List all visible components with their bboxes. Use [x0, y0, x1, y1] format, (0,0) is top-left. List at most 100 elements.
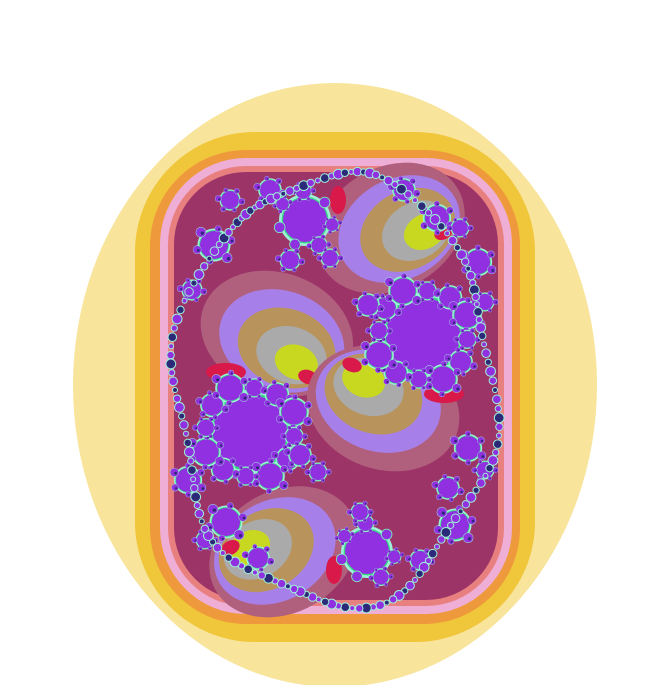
fringe-dust — [353, 167, 362, 176]
bulb-rim-23-leaf — [321, 478, 325, 483]
bulb-lower-left-major-sub-leaf — [199, 417, 203, 421]
bulb-rim-23-leaf-dot — [313, 463, 315, 465]
bulb-rim-15-leaf — [447, 538, 454, 545]
bulb-lower-left-major-sub-leaf — [271, 451, 279, 459]
bulb-rim-9-leaf — [170, 468, 179, 477]
bulb-upper-right-major-sub-leaf — [411, 385, 416, 391]
bulb-upper-right-major-sub-leaf-dot — [365, 345, 369, 349]
fringe-dust — [273, 193, 281, 200]
bulb-rim-18-leaf-dot — [283, 268, 285, 271]
fringe-dust — [179, 413, 185, 419]
bulb-rim-4-leaf — [413, 189, 421, 197]
bulb-rim-21-leaf — [305, 443, 312, 449]
bulb-top-left-sub-leaf-dot — [337, 229, 339, 231]
bulb-rim-23-leaf-dot — [307, 471, 310, 474]
bulb-rim-14-leaf — [465, 430, 471, 437]
bulb-lower-left-major-sub-leaf-dot — [214, 416, 217, 419]
bulb-rim-1-leaf-dot — [203, 290, 206, 294]
fringe-dust — [493, 395, 501, 404]
fringe-dust — [462, 501, 470, 508]
bulb-lower-left-major-sub-leaf — [288, 468, 293, 474]
swirl-lower-right-tip — [342, 357, 362, 373]
bulb-rim-3-leaf-dot — [266, 178, 269, 180]
bulb-upper-right-major-sub — [410, 370, 427, 388]
bulb-upper-right-major-sub-leaf — [385, 277, 394, 287]
bulb-top-left-sub-leaf-dot — [309, 245, 311, 248]
bulb-upper-right-major-sub-leaf — [467, 350, 474, 357]
bulb-rim-0-leaf — [215, 225, 222, 232]
bulb-upper-right-major-sub-leaf — [412, 368, 416, 373]
bulb-lower-left-major-sub-leaf-dot — [250, 467, 253, 469]
bulb-bottom-right-sub-leaf — [368, 529, 373, 533]
bulb-lower-left-major-sub-leaf — [301, 433, 308, 440]
bulb-top-left-sub — [290, 239, 300, 250]
bulb-top-left-sub-leaf — [288, 200, 293, 205]
bulb-rim-2-leaf-dot — [218, 198, 221, 201]
bulb-top-left-sub-leaf — [337, 220, 343, 225]
bulb-upper-right-major-sub-leaf-dot — [403, 275, 406, 278]
bulb-upper-right-major-sub-leaf — [394, 308, 402, 316]
bulb-upper-right-major-sub-leaf-dot — [459, 288, 462, 291]
bulb-upper-right-major-sub-leaf — [421, 368, 427, 373]
bulb-upper-right-major-sub — [366, 342, 392, 368]
bulb-rim-11-leaf-dot — [266, 548, 269, 551]
bulb-lower-left-major — [213, 395, 287, 469]
bulb-rim-3-leaf-dot — [257, 186, 260, 189]
bulb-rim-3-leaf — [275, 178, 282, 184]
bulb-rim-14-leaf-dot — [480, 439, 484, 443]
bulb-rim-19-leaf — [323, 247, 327, 252]
bulb-lower-left-major-sub-leaf — [207, 390, 212, 396]
bulb-rim-16-leaf-dot — [426, 550, 429, 553]
bulb-rim-23-leaf-dot — [322, 480, 324, 482]
bulb-rim-11-leaf — [252, 544, 257, 549]
bulb-lower-left-major-sub — [246, 379, 263, 397]
fringe-dust — [238, 563, 245, 569]
bulb-rim-10-leaf-dot — [242, 516, 246, 520]
pinch-top — [330, 186, 346, 214]
bulb-lower-left-major-sub-leaf-dot — [267, 402, 270, 405]
bulb-bottom-right-sub-leaf-dot — [396, 548, 398, 551]
fringe-dust — [406, 581, 414, 590]
bulb-upper-right-major-sub-leaf — [405, 373, 413, 381]
bulb-upper-right-major-sub-leaf — [412, 295, 421, 305]
bulb-lower-left-major-sub-leaf — [228, 370, 234, 376]
bulb-lower-left-major-sub-leaf-dot — [280, 402, 284, 406]
bulb-upper-right-major-sub-leaf — [441, 361, 447, 367]
fringe-dust — [171, 325, 177, 331]
bulb-rim-7-leaf — [467, 225, 474, 231]
fringe-dust — [489, 377, 497, 384]
bulb-upper-right-major-sub — [419, 282, 436, 300]
bulb-upper-right-major-sub-leaf-dot — [375, 316, 378, 319]
bulb-rim-13-leaf-dot — [435, 484, 438, 487]
bulb-rim-12-leaf-dot — [209, 548, 211, 550]
bulb-lower-left-major-sub-leaf-dot — [213, 478, 216, 481]
bulb-upper-right-major-sub-leaf-dot — [392, 363, 396, 367]
bulb-rim-12-leaf-dot — [194, 539, 197, 542]
fringe-dust — [177, 306, 184, 314]
bulb-rim-7-leaf — [463, 234, 467, 239]
bulb-upper-right-major-sub-leaf-dot — [401, 305, 404, 308]
bulb-rim-23-leaf-dot — [322, 462, 325, 465]
bulb-upper-right-major-sub-leaf-dot — [383, 338, 385, 341]
bulb-lower-left-major-sub-leaf-dot — [283, 468, 287, 471]
fringe-dust — [476, 323, 486, 332]
bulb-rim-18-leaf-dot — [278, 258, 281, 261]
bulb-upper-right-major-sub-leaf-dot — [422, 299, 424, 301]
fringe-dust — [495, 406, 501, 412]
bulb-rim-4-leaf — [409, 178, 416, 184]
fringe-dust — [416, 570, 423, 577]
bulb-lower-left-major-sub — [193, 439, 219, 465]
bulb-rim-21-leaf-dot — [291, 463, 294, 466]
fringe-dust — [466, 271, 475, 280]
fringe-dust — [185, 288, 193, 296]
bulb-rim-21-leaf — [283, 448, 291, 456]
bulb-rim-20-leaf-dot — [370, 511, 373, 514]
bulb-rim-23-leaf — [310, 478, 316, 483]
bulb-upper-right-major-sub-leaf — [420, 280, 425, 285]
bulb-rim-5-leaf-dot — [437, 231, 439, 234]
bulb-rim-22-leaf — [373, 293, 380, 299]
bulb-rim-18-leaf — [292, 267, 297, 272]
bulb-rim-20-leaf — [363, 518, 367, 523]
bulb-rim-2-leaf — [232, 207, 237, 212]
